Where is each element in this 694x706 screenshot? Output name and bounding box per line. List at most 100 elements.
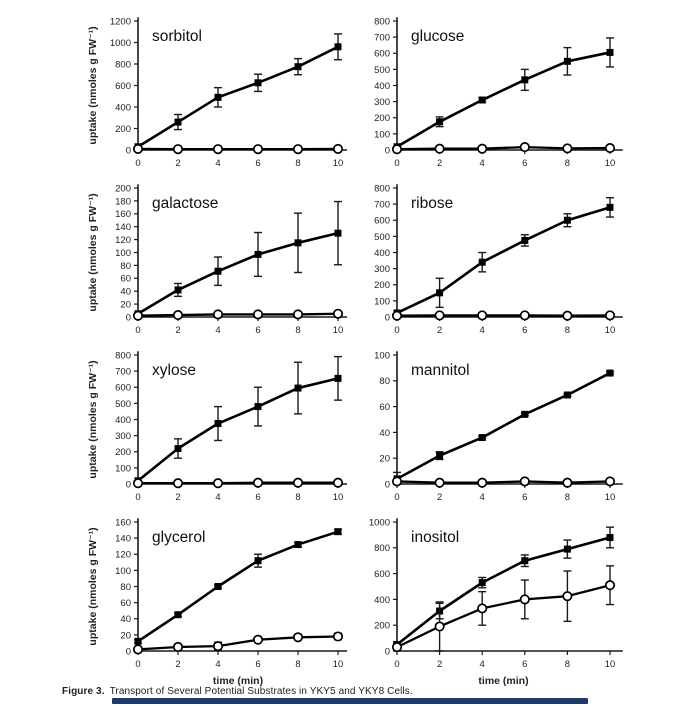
svg-text:8: 8: [565, 158, 570, 167]
chart-glycerol: 0 20 40 60 80 100 120 140 160 0 2 4 6 8 10 glycerol upta…: [0, 501, 347, 697]
svg-text:800: 800: [374, 183, 390, 194]
tick-labels: 0 100 200 300 400 500 600 700 800 0 2 4 6 8 10: [374, 183, 615, 334]
series-open-circle: [391, 310, 616, 321]
svg-text:100: 100: [374, 296, 390, 307]
svg-text:2: 2: [175, 325, 180, 334]
svg-text:400: 400: [115, 102, 131, 113]
svg-text:6: 6: [255, 325, 260, 334]
chart-title: xylose: [152, 362, 196, 379]
axes: [137, 518, 347, 652]
series-filled-square: [134, 33, 342, 151]
svg-text:8: 8: [295, 325, 300, 334]
axes: [137, 184, 347, 318]
svg-text:0: 0: [385, 646, 390, 657]
svg-text:20: 20: [379, 454, 390, 465]
svg-text:700: 700: [374, 33, 390, 44]
figure-caption: Figure 3. Transport of Several Potential …: [62, 686, 413, 697]
svg-text:600: 600: [374, 569, 390, 580]
svg-text:4: 4: [215, 659, 220, 670]
y-axis-label: uptake (nmoles g FW⁻¹): [87, 193, 99, 311]
series-open-circle: [391, 565, 616, 653]
series-filled-square: [134, 200, 342, 318]
series-open-circle: [132, 631, 344, 655]
svg-text:2: 2: [437, 325, 442, 334]
svg-text:160: 160: [115, 517, 131, 528]
svg-text:10: 10: [605, 492, 616, 501]
svg-text:120: 120: [115, 235, 131, 246]
svg-text:300: 300: [115, 431, 131, 442]
svg-text:80: 80: [120, 582, 131, 593]
svg-text:600: 600: [115, 383, 131, 394]
svg-text:4: 4: [215, 492, 220, 501]
svg-text:2: 2: [175, 659, 180, 670]
x-axis-label: time (min): [478, 675, 528, 687]
series-filled-square: [393, 196, 614, 317]
svg-text:6: 6: [522, 659, 527, 670]
svg-text:0: 0: [394, 659, 399, 670]
svg-text:8: 8: [295, 492, 300, 501]
chart-inositol: 0 200 400 600 800 1000 0 2 4 6 8 10 inositol time (mi…: [347, 501, 694, 697]
svg-text:2: 2: [437, 659, 442, 670]
series-filled-square: [393, 369, 614, 485]
svg-text:0: 0: [126, 312, 131, 323]
tick-labels: 0 200 400 600 800 1000 1200 0 2 4 6 8 10: [110, 16, 343, 167]
svg-text:6: 6: [522, 158, 527, 167]
svg-text:6: 6: [255, 659, 260, 670]
svg-text:200: 200: [374, 113, 390, 124]
svg-text:800: 800: [374, 16, 390, 27]
chart-canvas-xylose: 0 100 200 300 400 500 600 700 800 0 2 4 6 8 10 xylose up…: [87, 350, 347, 501]
svg-text:140: 140: [115, 222, 131, 233]
svg-text:600: 600: [115, 81, 131, 92]
svg-text:60: 60: [120, 274, 131, 285]
svg-text:8: 8: [295, 659, 300, 670]
svg-text:6: 6: [522, 492, 527, 501]
svg-text:400: 400: [374, 595, 390, 606]
svg-text:1000: 1000: [369, 517, 390, 528]
svg-text:180: 180: [115, 196, 131, 207]
svg-text:4: 4: [480, 325, 485, 334]
axes: [396, 351, 623, 485]
svg-text:500: 500: [374, 65, 390, 76]
svg-text:2: 2: [437, 492, 442, 501]
svg-text:500: 500: [374, 232, 390, 243]
chart-title: glucose: [411, 28, 464, 45]
chart-canvas-sorbitol: 0 200 400 600 800 1000 1200 0 2 4 6 8 10 sorbitol upta…: [87, 16, 347, 167]
svg-text:10: 10: [333, 325, 344, 334]
svg-text:10: 10: [605, 659, 616, 670]
svg-text:200: 200: [374, 280, 390, 291]
svg-text:140: 140: [115, 534, 131, 545]
chart-canvas-mannitol: 0 20 40 60 80 100 0 2 4 6 8 10 mannitol: [374, 350, 623, 501]
svg-text:0: 0: [126, 646, 131, 657]
x-axis-label: time (min): [213, 675, 263, 687]
svg-text:0: 0: [126, 145, 131, 156]
chart-galactose: 0 20 40 60 80 100 120 140 160 180 200 0 2 4 6 8 10 galact…: [0, 167, 347, 334]
svg-text:40: 40: [120, 614, 131, 625]
svg-text:1000: 1000: [110, 38, 131, 49]
svg-text:10: 10: [333, 158, 344, 167]
y-axis-label: uptake (nmoles g FW⁻¹): [87, 360, 99, 478]
svg-text:4: 4: [480, 659, 485, 670]
svg-text:200: 200: [115, 447, 131, 458]
chart-canvas-glucose: 0 100 200 300 400 500 600 700 800 0 2 4 6 8 10 glucose: [374, 16, 623, 167]
svg-text:100: 100: [374, 129, 390, 140]
svg-text:10: 10: [333, 659, 344, 670]
svg-text:0: 0: [385, 312, 390, 323]
svg-text:8: 8: [565, 492, 570, 501]
svg-text:8: 8: [565, 659, 570, 670]
svg-text:2: 2: [437, 158, 442, 167]
tick-labels: 0 20 40 60 80 100 0 2 4 6 8 10: [374, 350, 615, 501]
svg-text:0: 0: [394, 325, 399, 334]
chart-mannitol: 0 20 40 60 80 100 0 2 4 6 8 10 mannitol: [347, 334, 694, 501]
svg-text:4: 4: [215, 325, 220, 334]
svg-text:0: 0: [135, 325, 140, 334]
chart-title: galactose: [152, 195, 218, 212]
series-open-circle: [391, 476, 616, 488]
y-axis-label: uptake (nmoles g FW⁻¹): [87, 26, 99, 144]
series-filled-square: [134, 355, 342, 485]
svg-text:10: 10: [605, 158, 616, 167]
svg-text:40: 40: [379, 428, 390, 439]
svg-text:4: 4: [480, 158, 485, 167]
series-open-circle: [132, 308, 344, 321]
